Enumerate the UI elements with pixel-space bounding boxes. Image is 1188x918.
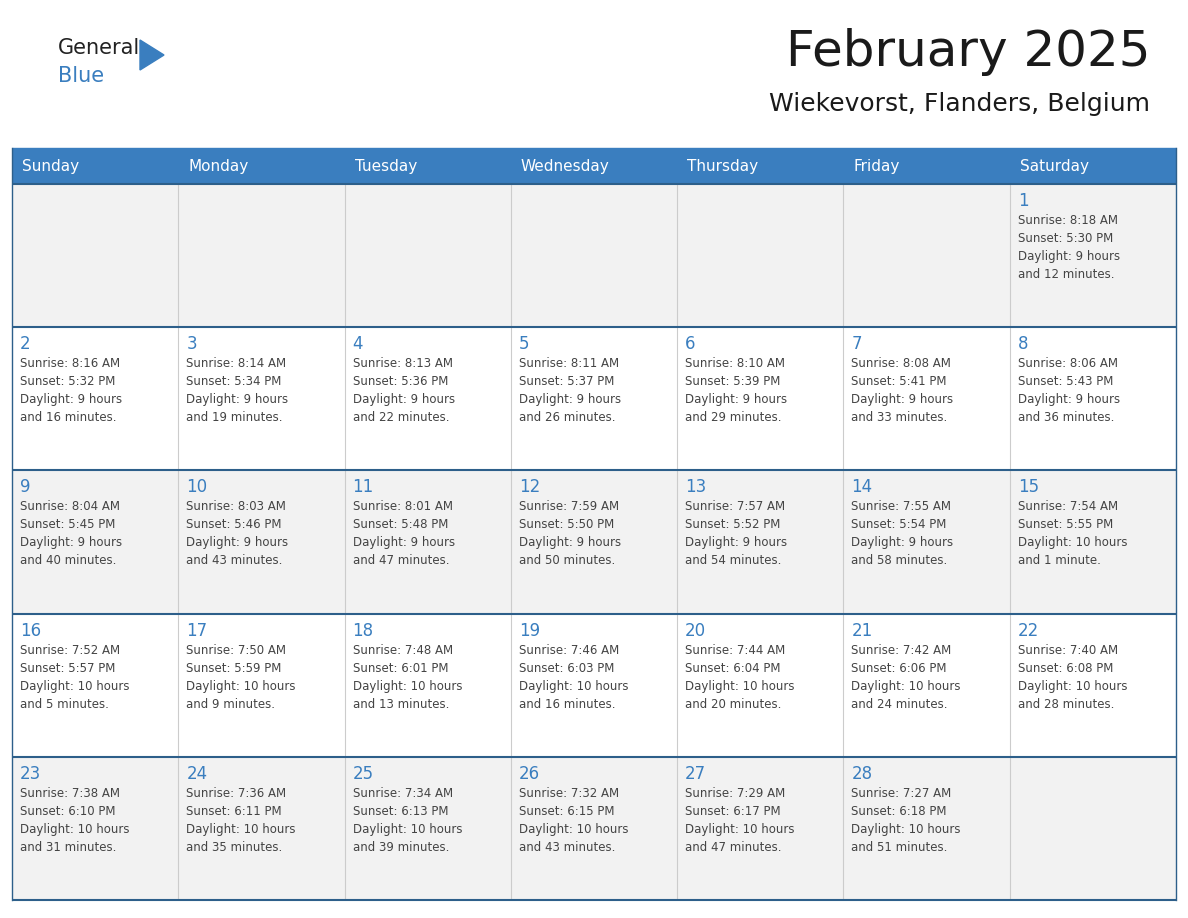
Text: 11: 11 [353, 478, 374, 497]
Text: 7: 7 [852, 335, 862, 353]
Text: Sunrise: 8:03 AM
Sunset: 5:46 PM
Daylight: 9 hours
and 43 minutes.: Sunrise: 8:03 AM Sunset: 5:46 PM Dayligh… [187, 500, 289, 567]
Bar [12, 470, 1176, 613]
Bar [511, 148, 677, 184]
Text: February 2025: February 2025 [785, 28, 1150, 76]
Text: 20: 20 [685, 621, 707, 640]
Text: Sunrise: 7:34 AM
Sunset: 6:13 PM
Daylight: 10 hours
and 39 minutes.: Sunrise: 7:34 AM Sunset: 6:13 PM Dayligh… [353, 787, 462, 854]
Text: Sunrise: 7:55 AM
Sunset: 5:54 PM
Daylight: 9 hours
and 58 minutes.: Sunrise: 7:55 AM Sunset: 5:54 PM Dayligh… [852, 500, 954, 567]
Text: Sunrise: 7:52 AM
Sunset: 5:57 PM
Daylight: 10 hours
and 5 minutes.: Sunrise: 7:52 AM Sunset: 5:57 PM Dayligh… [20, 644, 129, 711]
Text: 1: 1 [1018, 192, 1029, 210]
Text: 2: 2 [20, 335, 31, 353]
Bar [178, 148, 345, 184]
Text: Sunrise: 7:29 AM
Sunset: 6:17 PM
Daylight: 10 hours
and 47 minutes.: Sunrise: 7:29 AM Sunset: 6:17 PM Dayligh… [685, 787, 795, 854]
Text: Sunrise: 8:04 AM
Sunset: 5:45 PM
Daylight: 9 hours
and 40 minutes.: Sunrise: 8:04 AM Sunset: 5:45 PM Dayligh… [20, 500, 122, 567]
Text: Monday: Monday [188, 159, 248, 174]
Text: Sunrise: 8:11 AM
Sunset: 5:37 PM
Daylight: 9 hours
and 26 minutes.: Sunrise: 8:11 AM Sunset: 5:37 PM Dayligh… [519, 357, 621, 424]
Text: Sunrise: 7:42 AM
Sunset: 6:06 PM
Daylight: 10 hours
and 24 minutes.: Sunrise: 7:42 AM Sunset: 6:06 PM Dayligh… [852, 644, 961, 711]
Text: Sunrise: 7:32 AM
Sunset: 6:15 PM
Daylight: 10 hours
and 43 minutes.: Sunrise: 7:32 AM Sunset: 6:15 PM Dayligh… [519, 787, 628, 854]
Text: Friday: Friday [853, 159, 899, 174]
Text: 4: 4 [353, 335, 364, 353]
Text: Sunrise: 7:57 AM
Sunset: 5:52 PM
Daylight: 9 hours
and 54 minutes.: Sunrise: 7:57 AM Sunset: 5:52 PM Dayligh… [685, 500, 788, 567]
Text: 23: 23 [20, 765, 42, 783]
Bar [677, 148, 843, 184]
Text: Sunrise: 7:44 AM
Sunset: 6:04 PM
Daylight: 10 hours
and 20 minutes.: Sunrise: 7:44 AM Sunset: 6:04 PM Dayligh… [685, 644, 795, 711]
Text: Tuesday: Tuesday [354, 159, 417, 174]
Text: Sunrise: 8:14 AM
Sunset: 5:34 PM
Daylight: 9 hours
and 19 minutes.: Sunrise: 8:14 AM Sunset: 5:34 PM Dayligh… [187, 357, 289, 424]
Text: 5: 5 [519, 335, 530, 353]
Text: Sunrise: 8:16 AM
Sunset: 5:32 PM
Daylight: 9 hours
and 16 minutes.: Sunrise: 8:16 AM Sunset: 5:32 PM Dayligh… [20, 357, 122, 424]
Text: Thursday: Thursday [687, 159, 758, 174]
Text: Sunrise: 7:27 AM
Sunset: 6:18 PM
Daylight: 10 hours
and 51 minutes.: Sunrise: 7:27 AM Sunset: 6:18 PM Dayligh… [852, 787, 961, 854]
Text: 28: 28 [852, 765, 872, 783]
Text: 12: 12 [519, 478, 541, 497]
Text: Sunrise: 7:59 AM
Sunset: 5:50 PM
Daylight: 9 hours
and 50 minutes.: Sunrise: 7:59 AM Sunset: 5:50 PM Dayligh… [519, 500, 621, 567]
Bar [843, 148, 1010, 184]
Text: Sunrise: 7:50 AM
Sunset: 5:59 PM
Daylight: 10 hours
and 9 minutes.: Sunrise: 7:50 AM Sunset: 5:59 PM Dayligh… [187, 644, 296, 711]
Text: Wednesday: Wednesday [520, 159, 609, 174]
Bar [12, 327, 1176, 470]
Text: Blue: Blue [58, 66, 105, 86]
Bar [12, 756, 1176, 900]
Text: 9: 9 [20, 478, 31, 497]
Text: 26: 26 [519, 765, 541, 783]
Text: 13: 13 [685, 478, 707, 497]
Text: 16: 16 [20, 621, 42, 640]
Text: Saturday: Saturday [1019, 159, 1088, 174]
Text: Wiekevorst, Flanders, Belgium: Wiekevorst, Flanders, Belgium [769, 92, 1150, 116]
Text: 15: 15 [1018, 478, 1038, 497]
Text: 6: 6 [685, 335, 696, 353]
Bar [345, 148, 511, 184]
Text: 14: 14 [852, 478, 872, 497]
Polygon shape [140, 40, 164, 70]
Bar [12, 148, 178, 184]
Text: Sunrise: 8:13 AM
Sunset: 5:36 PM
Daylight: 9 hours
and 22 minutes.: Sunrise: 8:13 AM Sunset: 5:36 PM Dayligh… [353, 357, 455, 424]
Text: Sunday: Sunday [23, 159, 80, 174]
Text: Sunrise: 7:54 AM
Sunset: 5:55 PM
Daylight: 10 hours
and 1 minute.: Sunrise: 7:54 AM Sunset: 5:55 PM Dayligh… [1018, 500, 1127, 567]
Text: Sunrise: 7:38 AM
Sunset: 6:10 PM
Daylight: 10 hours
and 31 minutes.: Sunrise: 7:38 AM Sunset: 6:10 PM Dayligh… [20, 787, 129, 854]
Text: Sunrise: 8:18 AM
Sunset: 5:30 PM
Daylight: 9 hours
and 12 minutes.: Sunrise: 8:18 AM Sunset: 5:30 PM Dayligh… [1018, 214, 1120, 281]
Bar [12, 184, 1176, 327]
Bar [12, 613, 1176, 756]
Text: Sunrise: 7:46 AM
Sunset: 6:03 PM
Daylight: 10 hours
and 16 minutes.: Sunrise: 7:46 AM Sunset: 6:03 PM Dayligh… [519, 644, 628, 711]
Text: 17: 17 [187, 621, 208, 640]
Text: 10: 10 [187, 478, 208, 497]
Text: 8: 8 [1018, 335, 1029, 353]
Text: 18: 18 [353, 621, 374, 640]
Text: 25: 25 [353, 765, 374, 783]
Text: Sunrise: 7:40 AM
Sunset: 6:08 PM
Daylight: 10 hours
and 28 minutes.: Sunrise: 7:40 AM Sunset: 6:08 PM Dayligh… [1018, 644, 1127, 711]
Text: 3: 3 [187, 335, 197, 353]
Text: 27: 27 [685, 765, 707, 783]
Text: Sunrise: 8:06 AM
Sunset: 5:43 PM
Daylight: 9 hours
and 36 minutes.: Sunrise: 8:06 AM Sunset: 5:43 PM Dayligh… [1018, 357, 1120, 424]
Text: Sunrise: 7:48 AM
Sunset: 6:01 PM
Daylight: 10 hours
and 13 minutes.: Sunrise: 7:48 AM Sunset: 6:01 PM Dayligh… [353, 644, 462, 711]
Bar [1010, 148, 1176, 184]
Text: 22: 22 [1018, 621, 1040, 640]
Text: General: General [58, 38, 140, 58]
Text: Sunrise: 7:36 AM
Sunset: 6:11 PM
Daylight: 10 hours
and 35 minutes.: Sunrise: 7:36 AM Sunset: 6:11 PM Dayligh… [187, 787, 296, 854]
Text: 21: 21 [852, 621, 873, 640]
Text: Sunrise: 8:10 AM
Sunset: 5:39 PM
Daylight: 9 hours
and 29 minutes.: Sunrise: 8:10 AM Sunset: 5:39 PM Dayligh… [685, 357, 788, 424]
Text: Sunrise: 8:01 AM
Sunset: 5:48 PM
Daylight: 9 hours
and 47 minutes.: Sunrise: 8:01 AM Sunset: 5:48 PM Dayligh… [353, 500, 455, 567]
Text: 24: 24 [187, 765, 208, 783]
Text: Sunrise: 8:08 AM
Sunset: 5:41 PM
Daylight: 9 hours
and 33 minutes.: Sunrise: 8:08 AM Sunset: 5:41 PM Dayligh… [852, 357, 954, 424]
Text: 19: 19 [519, 621, 541, 640]
